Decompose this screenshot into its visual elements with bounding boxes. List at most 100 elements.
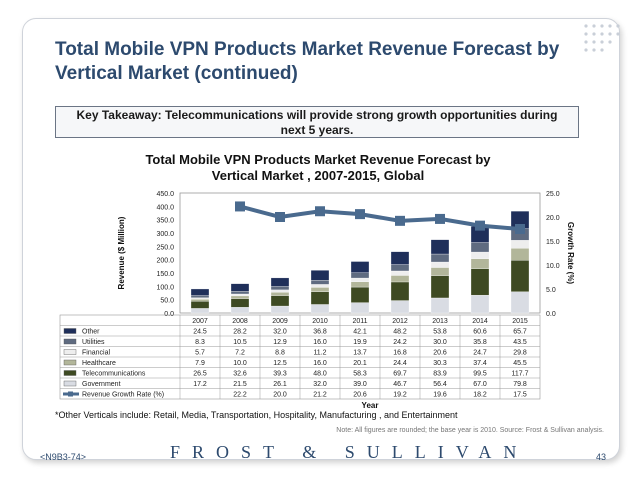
- data-label: 69.7: [393, 371, 407, 378]
- growth-rate-marker: [355, 209, 365, 220]
- bar-segment: [310, 304, 330, 314]
- bar-segment: [470, 242, 490, 253]
- y2-tick-label: 25.0: [546, 191, 560, 198]
- bar-segment: [350, 272, 370, 279]
- y-tick-label: 0.0: [164, 311, 174, 318]
- y-tick-label: 50.0: [160, 298, 174, 305]
- data-label: 20.6: [353, 392, 367, 399]
- x-tick-label: 2012: [392, 318, 408, 325]
- data-label: 30.3: [433, 360, 447, 367]
- y-tick-label: 300.0: [156, 231, 174, 238]
- bar-segment: [430, 297, 450, 314]
- bar-segment: [470, 258, 490, 269]
- growth-rate-marker: [515, 224, 525, 234]
- bar-segment: [190, 301, 210, 309]
- legend-swatch: [63, 338, 77, 345]
- x-tick-label: 2013: [432, 318, 448, 325]
- data-label: 19.9: [353, 339, 367, 346]
- data-label: 24.2: [393, 339, 407, 346]
- data-label: 21.5: [233, 381, 247, 388]
- data-label: 24.7: [473, 350, 487, 357]
- frost-sullivan-logo: FROST & SULLIVAN: [170, 442, 529, 462]
- data-label: 79.8: [513, 381, 527, 388]
- data-label: 17.5: [513, 392, 527, 399]
- data-label: 53.8: [433, 329, 447, 336]
- legend-label: Revenue Growth Rate (%): [82, 392, 164, 399]
- growth-rate-marker: [315, 206, 325, 217]
- slide-title: Total Mobile VPN Products Market Revenue…: [55, 38, 575, 86]
- data-label: 7.9: [195, 360, 205, 367]
- slide-code: <N9B3-74>: [40, 452, 87, 462]
- data-label: 16.8: [393, 350, 407, 357]
- data-label: 36.8: [313, 329, 327, 336]
- x-tick-label: 2008: [232, 318, 248, 325]
- bar-segment: [230, 293, 250, 297]
- data-label: 26.1: [273, 381, 287, 388]
- bar-segment: [310, 287, 330, 292]
- bar-segment: [230, 307, 250, 314]
- x-tick-label: 2014: [472, 318, 488, 325]
- bar-segment: [350, 302, 370, 314]
- bar-segment: [390, 264, 410, 272]
- data-label: 20.1: [353, 360, 367, 367]
- data-label: 32.0: [273, 329, 287, 336]
- data-label: 16.0: [313, 360, 327, 367]
- legend-label: Government: [82, 381, 121, 388]
- bar-segment: [310, 284, 330, 288]
- legend-label: Other: [82, 329, 100, 336]
- bar-segment: [390, 281, 410, 301]
- legend-label: Healthcare: [82, 360, 116, 367]
- growth-rate-marker: [395, 215, 405, 226]
- growth-rate-marker: [275, 212, 285, 222]
- bar-segment: [430, 267, 450, 276]
- data-label: 10.5: [233, 339, 247, 346]
- data-label: 7.2: [235, 350, 245, 357]
- y-tick-label: 400.0: [156, 204, 174, 211]
- bar-segment: [270, 277, 290, 287]
- data-label: 29.8: [513, 350, 527, 357]
- y-axis-label: Revenue ($ Million): [117, 216, 126, 289]
- growth-rate-marker: [475, 220, 485, 231]
- data-label: 17.2: [193, 381, 207, 388]
- y-tick-label: 250.0: [156, 244, 174, 251]
- data-label: 12.5: [273, 360, 287, 367]
- legend-label: Telecommunications: [82, 371, 146, 378]
- bar-segment: [350, 277, 370, 282]
- data-label: 26.5: [193, 371, 207, 378]
- slide-title-line2: Vertical Market (continued): [55, 63, 298, 84]
- x-tick-label: 2007: [192, 318, 208, 325]
- key-takeaway-line1: Key Takeaway: Telecommunications will pr…: [76, 108, 558, 122]
- key-takeaway-box: Key Takeaway: Telecommunications will pr…: [55, 106, 579, 138]
- bar-segment: [230, 298, 250, 308]
- bar-segment: [310, 270, 330, 281]
- x-tick-label: 2010: [312, 318, 328, 325]
- data-label: 24.5: [193, 329, 207, 336]
- legend-swatch: [63, 380, 77, 387]
- bar-segment: [390, 275, 410, 283]
- bar-segment: [430, 253, 450, 263]
- bar-segment: [270, 289, 290, 293]
- bar-segment: [510, 260, 530, 292]
- y-tick-label: 150.0: [156, 271, 174, 278]
- legend-label: Financial: [82, 350, 110, 357]
- data-label: 46.7: [393, 381, 407, 388]
- legend-swatch: [63, 349, 77, 355]
- data-label: 37.4: [473, 360, 487, 367]
- bar-segment: [430, 261, 450, 268]
- bar-segment: [270, 305, 290, 314]
- bar-segment: [390, 270, 410, 276]
- data-label: 48.2: [393, 329, 407, 336]
- data-label: 39.0: [353, 381, 367, 388]
- slide-title-line1: Total Mobile VPN Products Market Revenue…: [55, 39, 560, 60]
- legend-swatch: [63, 370, 77, 376]
- legend-swatch: [63, 359, 77, 366]
- data-label: 45.5: [513, 360, 527, 367]
- growth-rate-marker: [235, 201, 245, 212]
- chart-title: Total Mobile VPN Products Market Revenue…: [88, 152, 548, 184]
- data-label: 65.7: [513, 329, 527, 336]
- data-label: 83.9: [433, 371, 447, 378]
- data-label: 117.7: [512, 371, 529, 378]
- data-label: 8.3: [195, 339, 205, 346]
- bar-segment: [350, 281, 370, 288]
- bar-segment: [270, 286, 290, 291]
